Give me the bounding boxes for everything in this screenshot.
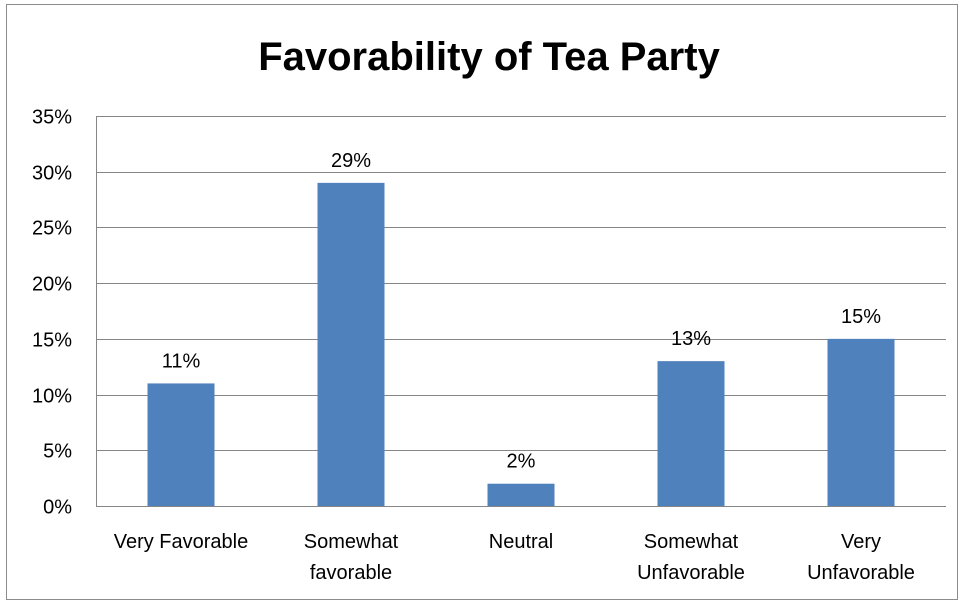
x-tick-label: Very Favorable <box>114 531 249 553</box>
y-tick-label: 0% <box>43 497 72 519</box>
x-tick-label: Somewhat Unfavorable <box>637 531 745 584</box>
y-tick-label: 10% <box>32 386 72 408</box>
y-tick-label: 25% <box>32 218 72 240</box>
data-label: 13% <box>671 328 711 350</box>
bar <box>828 339 895 506</box>
data-labels: 11% 29% 2% 13% 15% <box>162 150 882 473</box>
data-label: 2% <box>507 451 536 473</box>
chart-title: Favorability of Tea Party <box>258 35 720 79</box>
x-tick-label: Very Unfavorable <box>807 531 915 584</box>
data-label: 11% <box>162 350 201 372</box>
data-label: 29% <box>331 150 371 172</box>
bar <box>148 383 215 506</box>
gridlines <box>96 116 946 507</box>
x-axis-categories: Very Favorable Somewhat favorable Neutral So… <box>114 531 915 584</box>
x-tick-label: Somewhat favorable <box>304 531 399 584</box>
x-tick-label: Neutral <box>489 531 553 553</box>
y-tick-label: 20% <box>32 274 72 296</box>
y-tick-label: 30% <box>32 163 72 185</box>
bar <box>658 361 725 506</box>
y-axis-ticks: 0% 5% 10% 15% 20% 25% 30% 35% <box>32 107 72 519</box>
y-tick-label: 15% <box>32 330 72 352</box>
y-tick-label: 35% <box>32 107 72 129</box>
bar <box>488 484 555 506</box>
data-label: 15% <box>841 306 881 328</box>
bar <box>318 183 385 506</box>
y-tick-label: 5% <box>43 441 72 463</box>
